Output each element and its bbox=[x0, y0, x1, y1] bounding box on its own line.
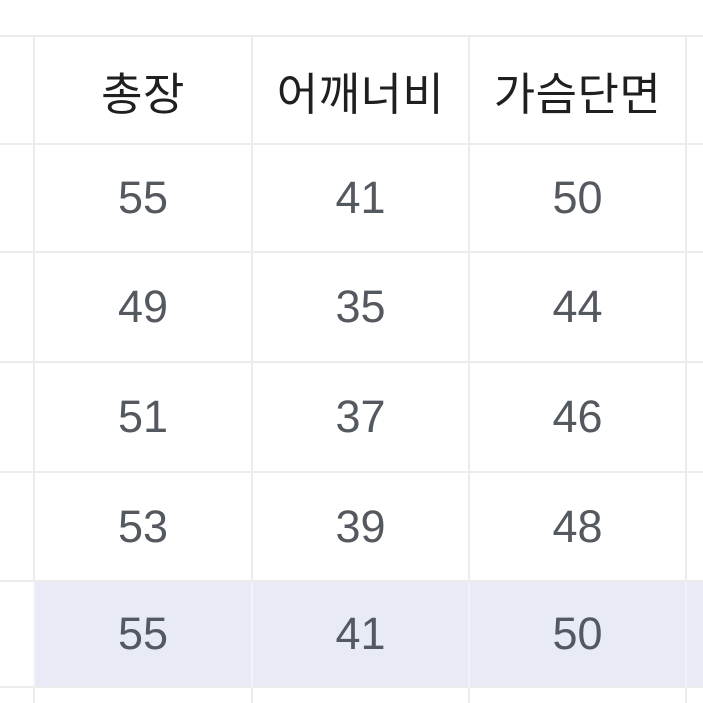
table-row: 55 41 50 bbox=[0, 145, 703, 253]
data-cell: 49 bbox=[35, 253, 253, 363]
data-cell: 41 bbox=[253, 145, 470, 253]
header-edge-cell bbox=[687, 35, 703, 145]
data-cell: 51 bbox=[35, 363, 253, 473]
data-cell: 55 bbox=[35, 582, 253, 688]
row-edge-cell bbox=[687, 253, 703, 363]
row-stub-cell bbox=[0, 582, 35, 688]
data-cell: 55 bbox=[35, 145, 253, 253]
row-stub-cell bbox=[0, 253, 35, 363]
table-row-partial bbox=[0, 688, 703, 703]
size-table: 총장 어깨너비 가슴단면 55 41 50 49 35 44 51 37 46 bbox=[0, 35, 703, 703]
table-row: 53 39 48 bbox=[0, 473, 703, 582]
row-stub-cell bbox=[0, 363, 35, 473]
table-row: 51 37 46 bbox=[0, 363, 703, 473]
data-cell: 35 bbox=[253, 253, 470, 363]
table-header-row: 총장 어깨너비 가슴단면 bbox=[0, 35, 703, 145]
data-cell: 46 bbox=[470, 363, 687, 473]
row-stub-cell bbox=[0, 688, 35, 703]
data-cell: 44 bbox=[470, 253, 687, 363]
header-cell-shoulder-width: 어깨너비 bbox=[253, 35, 470, 145]
row-edge-cell bbox=[687, 582, 703, 688]
data-cell bbox=[470, 688, 687, 703]
data-cell: 37 bbox=[253, 363, 470, 473]
table-row-highlighted: 55 41 50 bbox=[0, 582, 703, 688]
data-cell: 50 bbox=[470, 582, 687, 688]
row-edge-cell bbox=[687, 145, 703, 253]
header-cell-chest-width: 가슴단면 bbox=[470, 35, 687, 145]
data-cell bbox=[35, 688, 253, 703]
row-edge-cell bbox=[687, 688, 703, 703]
header-stub-cell bbox=[0, 35, 35, 145]
data-cell bbox=[253, 688, 470, 703]
row-edge-cell bbox=[687, 473, 703, 582]
data-cell: 50 bbox=[470, 145, 687, 253]
data-cell: 53 bbox=[35, 473, 253, 582]
row-stub-cell bbox=[0, 473, 35, 582]
data-cell: 41 bbox=[253, 582, 470, 688]
row-edge-cell bbox=[687, 363, 703, 473]
data-cell: 39 bbox=[253, 473, 470, 582]
table-row: 49 35 44 bbox=[0, 253, 703, 363]
header-cell-total-length: 총장 bbox=[35, 35, 253, 145]
data-cell: 48 bbox=[470, 473, 687, 582]
row-stub-cell bbox=[0, 145, 35, 253]
